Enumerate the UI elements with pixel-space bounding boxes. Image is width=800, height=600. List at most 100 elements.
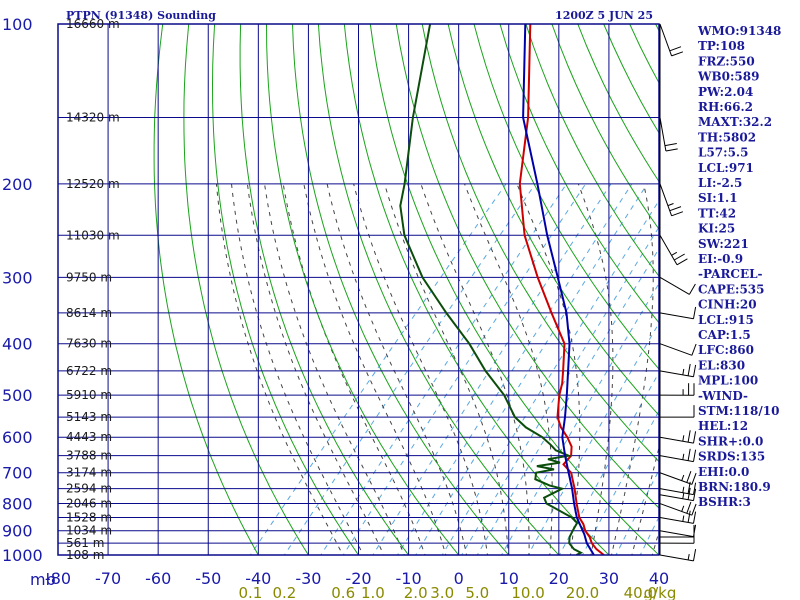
pressure-tick-label: 300 (2, 268, 33, 287)
index-entry: KI:25 (698, 222, 735, 236)
parcel-line (522, 24, 595, 555)
dry-adiabat (317, 24, 560, 555)
height-tick-label: 7630 m (66, 337, 112, 351)
index-entry: L57:5.5 (698, 146, 748, 160)
index-entry: -PARCEL- (698, 267, 763, 281)
mixing-ratio-line (283, 183, 536, 555)
index-entry: WB0:589 (697, 70, 759, 84)
pressure-tick-label: 700 (2, 464, 33, 483)
dry-adiabat (211, 24, 360, 555)
pressure-tick-label: 500 (2, 386, 33, 405)
moist-adiabat (384, 183, 509, 555)
mixing-ratio-line (249, 183, 507, 555)
moist-adiabat (264, 183, 405, 555)
index-entry: CINH:20 (698, 298, 757, 312)
pressure-axis: 100 200 300 400 500 600 700 800 900 1000 mb (2, 15, 56, 589)
dry-adiabat (266, 24, 460, 555)
wind-barb (659, 343, 697, 356)
height-tick-label: 2046 m (66, 497, 112, 511)
index-entry: LFC:860 (698, 343, 754, 357)
dewpoint-line (399, 24, 584, 555)
temperature-tick-label: -80 (45, 569, 71, 588)
grid (58, 24, 659, 555)
mixing-ratio-line (320, 183, 568, 555)
wind-barb (659, 235, 688, 266)
mixing-ratio-label: 0.2 (272, 584, 296, 600)
wind-barb (659, 510, 697, 524)
sounding-series (399, 24, 605, 555)
index-entry: EI:-0.9 (698, 252, 743, 266)
index-entry: TH:5802 (698, 130, 756, 144)
index-entry: BRN:180.9 (698, 480, 771, 494)
mixing-ratio-label: 1.0 (361, 584, 385, 600)
temperature-axis: -80 -70 -60 -50 -40 -30 -20 -10 0 10 20 30 40 (45, 569, 669, 588)
index-entry: TT:42 (698, 206, 736, 220)
mixing-ratio-line (639, 515, 659, 555)
dry-adiabats (153, 24, 800, 566)
temperature-tick-label: 0 (454, 569, 464, 588)
dry-adiabat (447, 24, 659, 416)
pressure-tick-label: 1000 (2, 546, 43, 565)
index-entry: STM:118/10 (698, 404, 779, 418)
moist-adiabat (631, 445, 659, 555)
wind-barb (659, 363, 697, 378)
moist-adiabat (303, 183, 447, 555)
index-entry: SRDS:135 (698, 450, 765, 464)
index-entry: CAPE:535 (698, 282, 765, 296)
index-entry: BSHR:3 (698, 495, 751, 509)
temperature-tick-label: -10 (396, 569, 422, 588)
pressure-tick-label: 800 (2, 495, 33, 514)
mixing-ratio-label: 3.0 (430, 584, 454, 600)
mixing-ratio-label: 10.0 (511, 584, 544, 600)
temperature-tick-label: -70 (95, 569, 121, 588)
height-tick-label: 14320 m (66, 111, 120, 125)
temperature-tick-label: 40 (649, 569, 669, 588)
dry-adiabat (343, 24, 610, 555)
mixing-ratio-line (615, 469, 659, 555)
dry-adiabat (499, 24, 659, 324)
height-tick-label: 11030 m (66, 228, 120, 242)
index-entry: CAP:1.5 (698, 328, 751, 342)
index-entry: SHR+:0.0 (698, 434, 763, 448)
moist-adiabat (420, 183, 530, 555)
wind-barb (659, 383, 695, 396)
temperature-tick-label: -60 (145, 569, 171, 588)
dry-adiabat (421, 24, 659, 463)
index-entry: WMO:91348 (697, 24, 781, 38)
wind-barb (659, 549, 697, 562)
dry-adiabat (785, 24, 800, 566)
index-entry: MAXT:32.2 (698, 115, 772, 129)
height-tick-label: 16660 m (66, 17, 120, 31)
index-entry: FRZ:550 (698, 54, 755, 68)
index-entry: RH:66.2 (698, 100, 753, 114)
mixing-ratio-label: 0.1 (238, 584, 262, 600)
dry-adiabat (292, 24, 510, 555)
moist-adiabat (610, 183, 654, 555)
moist-adiabat (464, 183, 553, 555)
height-tick-label: 4443 m (66, 430, 112, 444)
wind-barb (659, 405, 695, 418)
chart-datetime: 1200Z 5 JUN 25 (555, 9, 653, 22)
height-tick-label: 5143 m (66, 410, 112, 424)
wind-barb (659, 471, 697, 485)
wind-barb (659, 524, 697, 538)
index-entry: SW:221 (698, 237, 749, 251)
moist-adiabat (353, 183, 489, 555)
mixing-ratio-line (476, 247, 659, 555)
mixing-ratio-label: 2.0 (404, 584, 428, 600)
height-tick-label: 9750 m (66, 270, 112, 284)
height-tick-label: 1528 m (66, 511, 112, 525)
mixing-ratio-line (558, 371, 659, 555)
wind-barb (659, 306, 697, 320)
mixing-ratio-label: 5.0 (465, 584, 489, 600)
index-entry: LCL:915 (698, 313, 754, 327)
wind-barb (659, 117, 678, 152)
mixing-ratio-line (500, 282, 659, 555)
temperature-tick-label: 30 (599, 569, 619, 588)
wind-barb (659, 276, 696, 295)
wind-barb (659, 525, 695, 538)
mixing-ratio-line (527, 322, 659, 555)
wind-barb (659, 23, 684, 57)
